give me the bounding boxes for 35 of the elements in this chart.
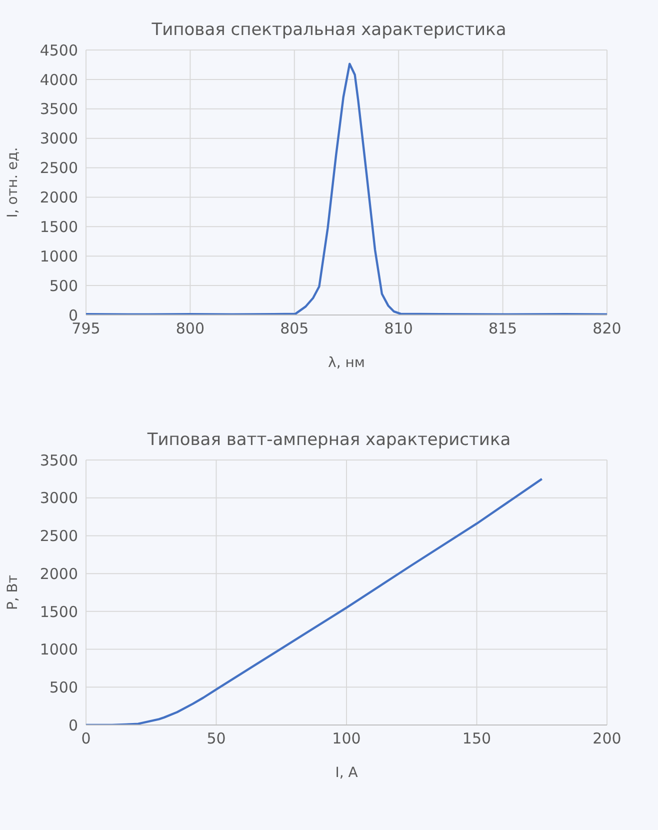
x-tick-label: 805 (280, 320, 309, 338)
x-tick-label: 820 (592, 320, 622, 338)
y-tick-label: 3000 (40, 489, 78, 508)
y-tick-label: 1000 (40, 640, 78, 659)
x-axis-title: λ, нм (328, 355, 365, 371)
x-tick-label: 50 (206, 730, 226, 748)
y-tick-label: 1000 (40, 247, 78, 266)
y-tick-label: 2500 (40, 159, 78, 178)
line-series (86, 478, 543, 725)
y-tick-label: 2000 (40, 188, 78, 207)
y-tick-label: 1500 (40, 602, 78, 621)
y-tick-label: 2500 (40, 527, 78, 546)
y-tick-label: 0 (68, 716, 78, 734)
y-tick-label: 3000 (40, 130, 78, 148)
x-tick-label: 815 (488, 320, 518, 338)
y-tick-label: 3500 (40, 100, 78, 118)
x-tick-label: 0 (81, 730, 91, 748)
y-tick-label: 4500 (40, 41, 78, 60)
x-axis-title: I, А (335, 765, 358, 781)
y-tick-label: 2000 (40, 564, 78, 583)
line-series (86, 62, 607, 315)
x-tick-label: 810 (384, 320, 413, 338)
y-tick-label: 500 (49, 276, 78, 295)
y-tick-label: 3500 (40, 451, 78, 470)
x-tick-label: 800 (176, 320, 205, 338)
x-tick-label: 200 (592, 730, 622, 748)
chart-title: Типовая ватт-амперная характеристика (146, 430, 512, 450)
y-tick-label: 4000 (40, 70, 78, 89)
y-tick-label: 1500 (40, 218, 78, 236)
chart-title: Типовая спектральная характеристика (150, 20, 508, 40)
y-axis-title: P, Вт (4, 574, 21, 610)
y-tick-label: 500 (49, 678, 78, 696)
x-tick-label: 100 (332, 730, 361, 748)
x-tick-label: 150 (462, 730, 492, 748)
y-axis-title: I, отн. ед. (4, 147, 21, 218)
